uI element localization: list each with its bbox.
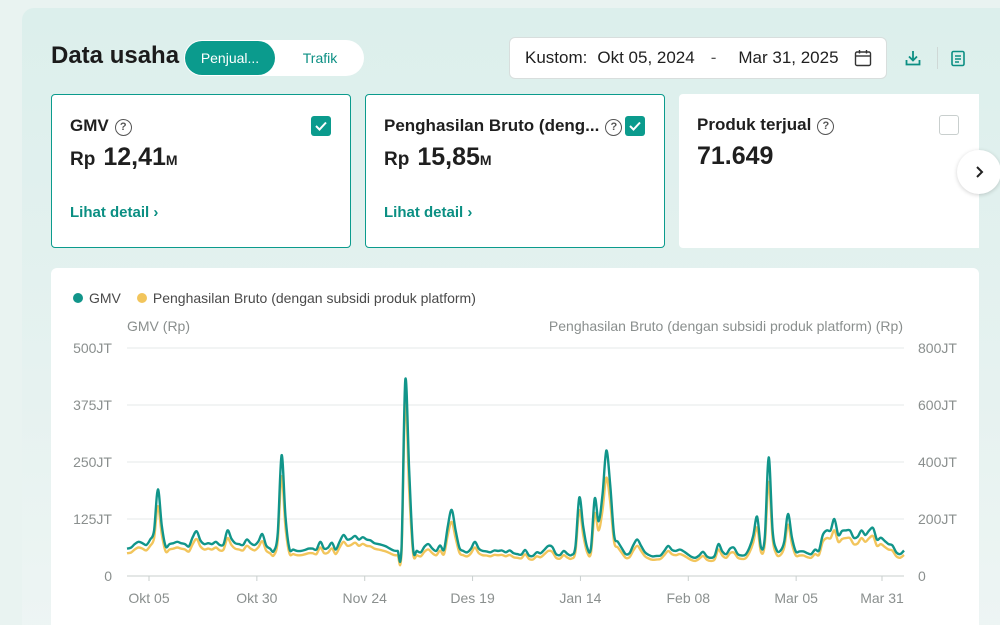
chart-container: [51, 268, 979, 625]
check-icon: [315, 121, 327, 131]
metric-title: Penghasilan Bruto (deng...?: [384, 116, 623, 136]
y-right-tick-label: 800JT: [918, 340, 957, 356]
y-axis-left-title: GMV (Rp): [127, 318, 190, 334]
y-right-tick-label: 200JT: [918, 511, 957, 527]
date-range-picker[interactable]: Kustom: Okt 05, 2024 - Mar 31, 2025: [509, 37, 887, 79]
x-tick-label: Mar 05: [774, 590, 818, 606]
x-tick-label: Mar 31: [860, 590, 904, 606]
metric-checkbox[interactable]: [311, 116, 331, 136]
view-toggle: Penjual... Trafik: [184, 40, 364, 76]
x-tick-label: Okt 30: [236, 590, 277, 606]
x-tick-label: Okt 05: [128, 590, 169, 606]
chevron-right-icon: ›: [467, 204, 473, 221]
metric-card-produk-terjual[interactable]: Produk terjual? 71.649: [679, 94, 979, 248]
help-icon[interactable]: ?: [605, 119, 623, 136]
y-left-tick-label: 0: [104, 568, 112, 584]
metric-card-gmv[interactable]: GMV? Rp 12,41M Lihat detail ›: [51, 94, 351, 248]
series-line-gmv[interactable]: [126, 377, 905, 563]
y-right-tick-label: 600JT: [918, 397, 957, 413]
metric-checkbox[interactable]: [939, 115, 959, 135]
metric-value: 71.649: [697, 142, 774, 170]
date-range-label: Kustom:: [525, 48, 588, 67]
y-right-tick-label: 0: [918, 568, 926, 584]
date-start: Okt 05, 2024: [597, 48, 695, 67]
chevron-right-icon: [976, 166, 984, 178]
x-tick-label: Feb 08: [666, 590, 710, 606]
detail-link[interactable]: Lihat detail ›: [384, 204, 473, 221]
legend-dot: [73, 293, 83, 303]
metric-card-penghasilan-bruto[interactable]: Penghasilan Bruto (deng...? Rp 15,85M Lih…: [365, 94, 665, 248]
page-title: Data usaha: [51, 42, 180, 69]
next-cards-button[interactable]: [957, 150, 1000, 194]
legend-dot: [136, 293, 147, 303]
clipboard-icon[interactable]: [949, 49, 967, 67]
series-line-bruto[interactable]: [126, 397, 905, 567]
y-left-tick-label: 125JT: [73, 511, 112, 527]
metric-value: Rp 12,41M: [70, 143, 178, 171]
x-tick-label: Des 19: [450, 590, 495, 606]
tab-penjualan[interactable]: Penjual...: [185, 41, 275, 75]
check-icon: [629, 121, 641, 131]
help-icon[interactable]: ?: [817, 118, 835, 135]
download-icon[interactable]: [904, 49, 922, 67]
detail-link[interactable]: Lihat detail ›: [70, 204, 159, 221]
y-left-tick-label: 375JT: [73, 397, 112, 413]
metric-title: Produk terjual?: [697, 115, 835, 135]
metric-value: Rp 15,85M: [384, 143, 492, 171]
y-left-tick-label: 250JT: [73, 454, 112, 470]
metric-checkbox[interactable]: [625, 116, 645, 136]
calendar-icon[interactable]: [854, 49, 872, 67]
chevron-right-icon: ›: [153, 204, 159, 221]
date-end: Mar 31, 2025: [738, 48, 839, 67]
toolbar-divider: [937, 47, 938, 69]
x-tick-label: Jan 14: [559, 590, 601, 606]
y-right-tick-label: 400JT: [918, 454, 957, 470]
date-separator: -: [710, 48, 717, 67]
y-axis-right-title: Penghasilan Bruto (dengan subsidi produk…: [548, 318, 903, 334]
chart-legend: GMV Penghasilan Bruto (dengan subsidi pr…: [73, 290, 492, 306]
help-icon[interactable]: ?: [114, 119, 132, 136]
y-left-tick-label: 500JT: [73, 340, 112, 356]
legend-item-gmv[interactable]: GMV: [73, 290, 121, 306]
tab-trafik[interactable]: Trafik: [302, 50, 338, 66]
x-tick-label: Nov 24: [343, 590, 388, 606]
metric-title: GMV?: [70, 116, 132, 136]
legend-item-bruto[interactable]: Penghasilan Bruto (dengan subsidi produk…: [136, 290, 476, 306]
